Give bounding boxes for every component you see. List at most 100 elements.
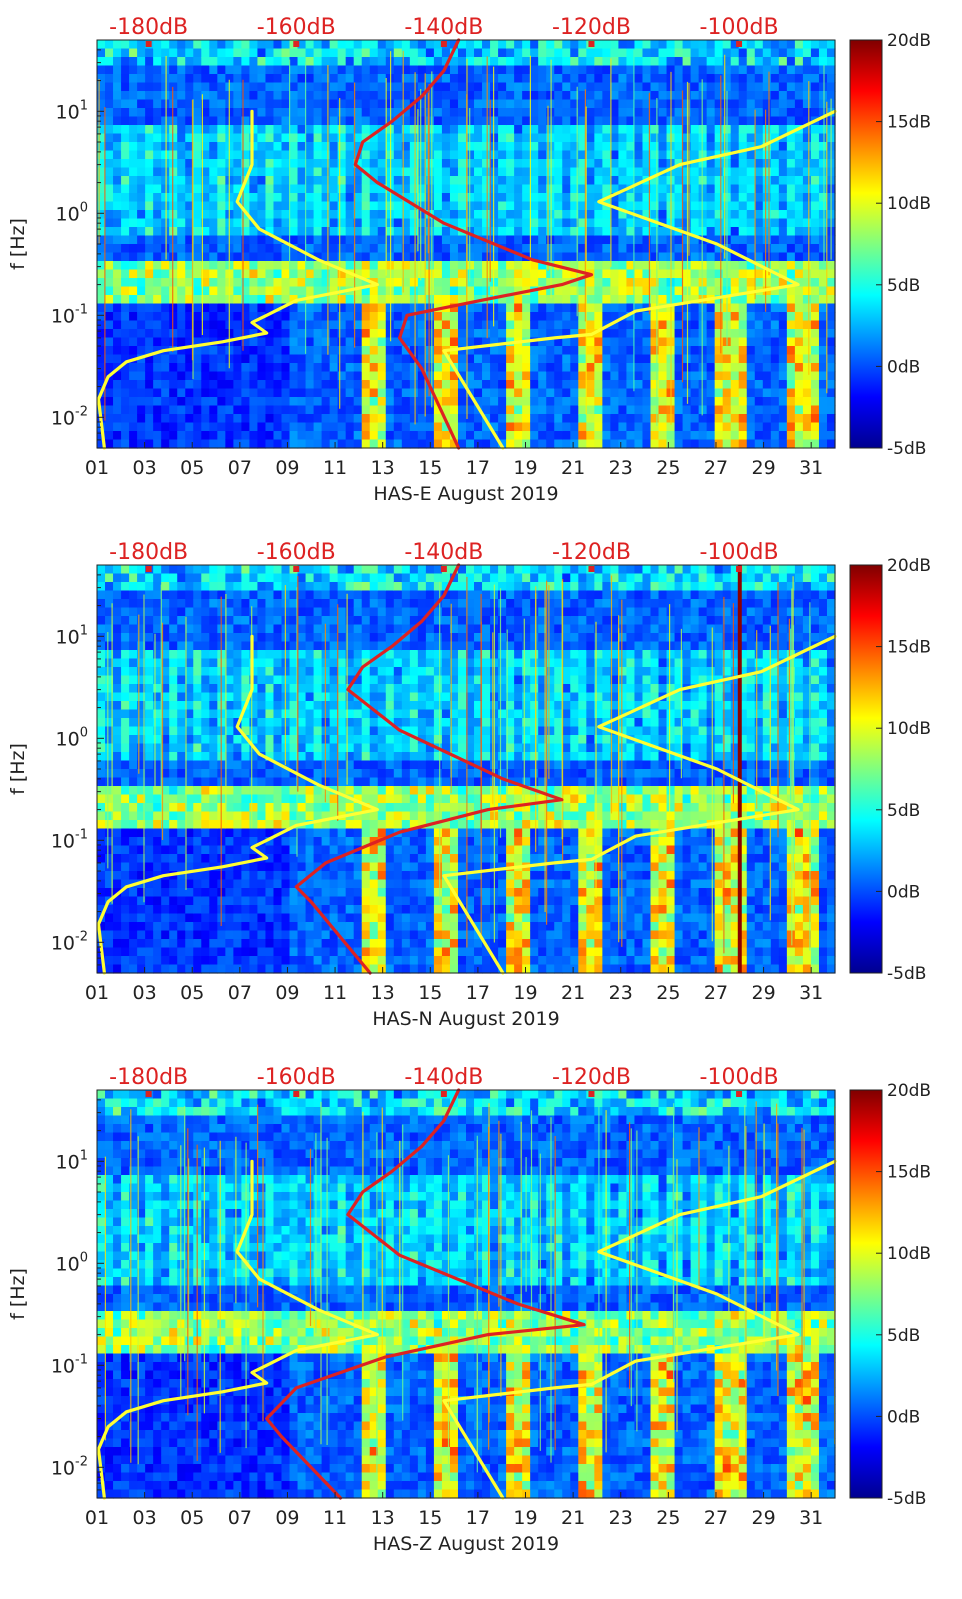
top-axis-tick <box>293 1091 300 1097</box>
x-tick-label: 15 <box>418 982 442 1004</box>
x-tick-label: 31 <box>799 982 823 1004</box>
x-tick-label: 17 <box>466 457 490 479</box>
x-tick-label: 07 <box>228 457 252 479</box>
top-axis-tick <box>145 566 152 572</box>
series-line-1 <box>96 109 379 450</box>
x-tick-label: 19 <box>513 1507 537 1529</box>
colorbar-label: 20dB <box>887 556 931 576</box>
x-tick-label: 03 <box>133 457 157 479</box>
y-tick-label: 10-1 <box>51 827 88 852</box>
y-axis-label: f [Hz] <box>7 743 29 795</box>
x-tick-label: 09 <box>275 982 299 1004</box>
top-axis-tick <box>588 566 595 572</box>
colorbar-label: 15dB <box>887 1163 931 1183</box>
colorbar-label: 20dB <box>887 1081 931 1101</box>
colorbar-label: -5dB <box>887 439 926 459</box>
y-tick-label: 100 <box>56 725 88 750</box>
x-tick-label: 09 <box>275 457 299 479</box>
y-tick-label: 101 <box>56 98 88 123</box>
x-tick-label: 05 <box>180 1507 204 1529</box>
heatmap-streaks <box>104 1101 836 1476</box>
top-axis-label: -100dB <box>700 540 779 565</box>
heatmap-cells <box>97 40 836 449</box>
x-tick-label: 29 <box>751 457 775 479</box>
x-tick-label: 09 <box>275 1507 299 1529</box>
x-tick-label: 13 <box>371 1507 395 1529</box>
x-axis-label: HAS-Z August 2019 <box>373 1533 559 1555</box>
y-tick-label: 10-2 <box>51 929 88 954</box>
series-line-1 <box>96 634 379 975</box>
top-axis-tick <box>145 41 152 47</box>
top-axis-label: -180dB <box>109 15 188 40</box>
top-axis-label: -160dB <box>257 15 336 40</box>
top-axis-label: -140dB <box>404 1065 483 1090</box>
top-axis-tick <box>440 566 447 572</box>
top-axis-tick <box>736 1091 743 1097</box>
series-line-2 <box>442 634 837 975</box>
x-tick-label: 29 <box>751 1507 775 1529</box>
x-tick-label: 13 <box>371 457 395 479</box>
colorbar-label: 5dB <box>887 1326 920 1346</box>
colorbar-label: 15dB <box>887 113 931 133</box>
x-tick-label: 27 <box>704 1507 728 1529</box>
y-tick-label: 101 <box>56 623 88 648</box>
x-tick-label: 11 <box>323 457 347 479</box>
heatmap <box>97 565 836 974</box>
top-axis-label: -140dB <box>404 540 483 565</box>
x-tick-label: 25 <box>656 1507 680 1529</box>
top-axis-tick <box>145 1091 152 1097</box>
x-tick-label: 27 <box>704 982 728 1004</box>
y-axis-label: f [Hz] <box>7 1268 29 1320</box>
x-tick-label: 31 <box>799 457 823 479</box>
x-tick-label: 05 <box>180 457 204 479</box>
top-axis-label: -100dB <box>700 1065 779 1090</box>
y-tick-label: 10-2 <box>51 1454 88 1479</box>
y-tick-label: 10-1 <box>51 302 88 327</box>
spectrogram-panel-2: 01 03 05 07 09 11 13 15 17 19 21 23 25 27 29 31 HAS-N Au… <box>7 540 931 1030</box>
colorbar-label: -5dB <box>887 964 926 984</box>
top-axis-label: -180dB <box>109 1065 188 1090</box>
x-tick-label: 17 <box>466 982 490 1004</box>
colorbar-label: 0dB <box>887 1407 920 1427</box>
colorbar: 20dB 15dB 10dB 5dB 0dB -5dB <box>849 1081 931 1509</box>
top-axis-label: -120dB <box>552 15 631 40</box>
top-axis-tick <box>588 1091 595 1097</box>
top-axis-label: -120dB <box>552 540 631 565</box>
x-tick-label: 01 <box>85 457 109 479</box>
colorbar-label: 20dB <box>887 31 931 51</box>
series-line-3 <box>353 38 594 450</box>
colorbar-gradient <box>849 39 883 449</box>
spectrogram-panel-1: 01 03 05 07 09 11 13 15 17 19 21 23 25 27 29 31 HAS-E Au… <box>7 15 931 505</box>
x-tick-label: 21 <box>561 982 585 1004</box>
colorbar-label: 10dB <box>887 719 931 739</box>
x-tick-label: 23 <box>609 982 633 1004</box>
spectrogram-panel-3: 01 03 05 07 09 11 13 15 17 19 21 23 25 27 29 31 HAS-Z Au… <box>7 1065 931 1555</box>
x-tick-label: 19 <box>513 457 537 479</box>
series-line-2 <box>442 109 837 450</box>
y-axis-label: f [Hz] <box>7 218 29 270</box>
x-tick-label: 31 <box>799 1507 823 1529</box>
y-tick-label: 100 <box>56 1250 88 1275</box>
colorbar-gradient <box>849 1089 883 1499</box>
x-axis-label: HAS-E August 2019 <box>373 483 558 505</box>
y-tick-label: 101 <box>56 1148 88 1173</box>
top-axis-label: -160dB <box>257 540 336 565</box>
top-axis-label: -140dB <box>404 15 483 40</box>
y-tick-label: 100 <box>56 200 88 225</box>
x-tick-label: 01 <box>85 982 109 1004</box>
colorbar-label: 10dB <box>887 1244 931 1264</box>
top-axis-label: -100dB <box>700 15 779 40</box>
colorbar-label: 5dB <box>887 276 920 296</box>
top-axis-tick <box>736 41 743 47</box>
x-tick-label: 11 <box>323 982 347 1004</box>
x-tick-label: 17 <box>466 1507 490 1529</box>
x-tick-label: 03 <box>133 1507 157 1529</box>
top-axis-tick <box>293 41 300 47</box>
x-tick-label: 07 <box>228 1507 252 1529</box>
x-axis-label: HAS-N August 2019 <box>372 1008 559 1030</box>
x-tick-label: 05 <box>180 982 204 1004</box>
top-axis-tick <box>736 566 743 572</box>
x-tick-label: 25 <box>656 982 680 1004</box>
colorbar-label: -5dB <box>887 1489 926 1509</box>
